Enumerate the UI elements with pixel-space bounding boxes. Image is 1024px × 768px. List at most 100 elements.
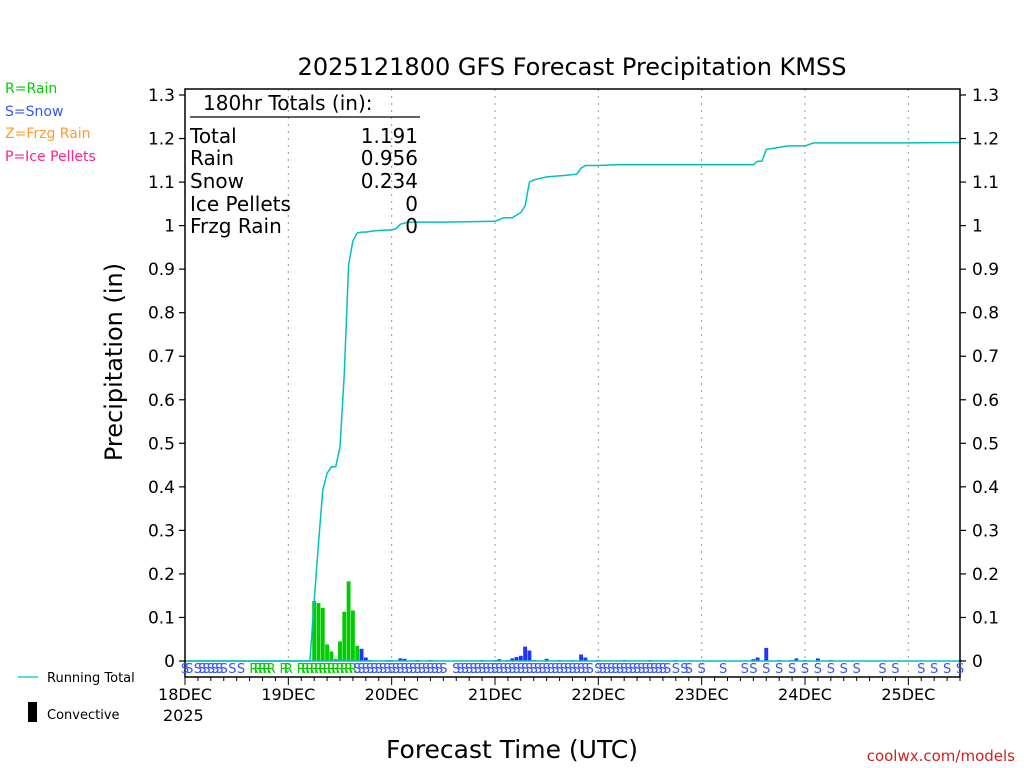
ptype-marker-51: S [439,662,447,677]
totals-label-snow: Snow [190,169,244,193]
ptype-marker-106: S [741,662,749,677]
snow-bar-34 [579,654,584,661]
ptype-marker-78: S [564,662,572,677]
totals-value-ice-pellets: 0 [405,192,418,216]
ptype-marker-3: S [198,662,206,677]
rain-bar-7 [342,611,347,661]
ptype-marker-98: S [654,662,662,677]
ptype-marker-80: S [573,662,581,677]
xtick-label-22dec: 22DEC [571,685,625,704]
year-label: 2025 [163,706,204,725]
totals-value-total: 1.191 [361,124,418,148]
ytick-label-left-0p2: 0.2 [148,565,175,585]
ptype-marker-114: S [840,662,848,677]
xtick-label-25dec: 25DEC [881,685,935,704]
ptype-marker-75: S [551,662,559,677]
ptype-marker-24: R [323,662,332,677]
legend-rain: R=Rain [5,81,58,97]
ptype-marker-111: S [801,662,809,677]
rain-bar-6 [338,641,342,661]
ptype-marker-94: S [637,662,645,677]
ytick-label-right-0: 0 [972,652,983,672]
xtick-label-18dec: 18DEC [158,685,212,704]
ptype-marker-81: S [577,662,585,677]
totals-value-snow: 0.234 [361,169,418,193]
ptype-marker-44: S [409,662,417,677]
snow-bar-49 [755,657,760,661]
ytick-label-right-1p2: 1.2 [972,130,999,150]
ptype-marker-91: S [624,662,632,677]
ptype-marker-117: S [891,662,899,677]
legend-freezing-rain: Z=Frzg Rain [5,126,91,142]
ytick-label-left-0p8: 0.8 [148,304,175,324]
ptype-marker-28: R [340,662,349,677]
xtick-label-20dec: 20DEC [365,685,419,704]
ptype-marker-5: S [207,662,215,677]
x-axis-ticks: 18DEC 19DEC 20DEC 21DEC 22DEC 23DEC 24DEC 25DEC [158,677,961,704]
ptype-marker-0: S [181,662,189,677]
ptype-marker-77: S [560,662,568,677]
ptype-marker-88: S [611,662,619,677]
ytick-label-right-0p9: 0.9 [972,260,999,280]
ptype-marker-17: R [284,662,293,677]
snow-bar-27 [518,655,523,661]
ytick-label-left-0p3: 0.3 [148,521,175,541]
rain-bar-8 [346,581,351,661]
ptype-marker-18: R [297,662,306,677]
ptype-marker-13: R [258,662,267,677]
ytick-label-left-0: 0 [164,652,175,672]
rain-bar-9 [350,610,355,661]
ptype-marker-30: R [348,662,357,677]
xtick-label-24dec: 24DEC [778,685,832,704]
ptype-marker-2: S [194,662,202,677]
legend-ice-pellets: P=Ice Pellets [5,149,96,165]
totals-label-frzg-rain: Frzg Rain [190,214,282,238]
legend-snow: S=Snow [5,104,64,120]
totals-label-rain: Rain [190,146,234,170]
ptype-marker-50: S [435,662,443,677]
ptype-marker-69: S [525,662,533,677]
convective-legend-swatch [28,702,37,722]
ptype-marker-65: S [508,662,516,677]
ptype-marker-59: S [482,662,490,677]
ptype-marker-4: S [202,662,210,677]
ytick-label-right-1p3: 1.3 [972,86,999,106]
ytick-label-left-0p1: 0.1 [148,608,175,628]
ytick-label-right-0p4: 0.4 [972,478,999,498]
plot-frame [184,88,961,678]
ptype-marker-16: R [280,662,289,677]
ytick-label-left-0p4: 0.4 [148,478,175,498]
ptype-marker-47: S [422,662,430,677]
ptype-marker-37: S [379,662,387,677]
ptype-marker-108: S [762,662,770,677]
ptype-marker-70: S [530,662,538,677]
ptype-marker-90: S [620,662,628,677]
ptype-marker-57: S [474,662,482,677]
ytick-label-right-0p6: 0.6 [972,391,999,411]
ptype-marker-20: R [305,662,314,677]
snow-bar-55 [815,658,820,661]
ptype-marker-35: S [370,662,378,677]
ptype-marker-49: S [431,662,439,677]
ptype-marker-7: S [215,662,223,677]
ptype-marker-60: S [487,662,495,677]
vertical-gridlines [287,89,909,677]
ptype-marker-41: S [396,662,404,677]
ptype-marker-9: S [228,662,236,677]
ptype-marker-67: S [517,662,525,677]
ptype-marker-115: S [853,662,861,677]
snow-bar-29 [527,650,532,661]
ptype-marker-27: R [335,662,344,677]
ptype-marker-119: S [930,662,938,677]
ptype-marker-105: S [719,662,727,677]
ptype-marker-54: S [461,662,469,677]
rain-bar-0 [312,600,317,661]
ptype-marker-96: S [646,662,654,677]
ptype-marker-84: S [594,662,602,677]
ptype-marker-74: S [547,662,555,677]
convective-legend-label: Convective [47,708,120,723]
ytick-label-left-0p5: 0.5 [148,434,175,454]
ptype-marker-11: R [249,662,258,677]
ptype-marker-110: S [788,662,796,677]
